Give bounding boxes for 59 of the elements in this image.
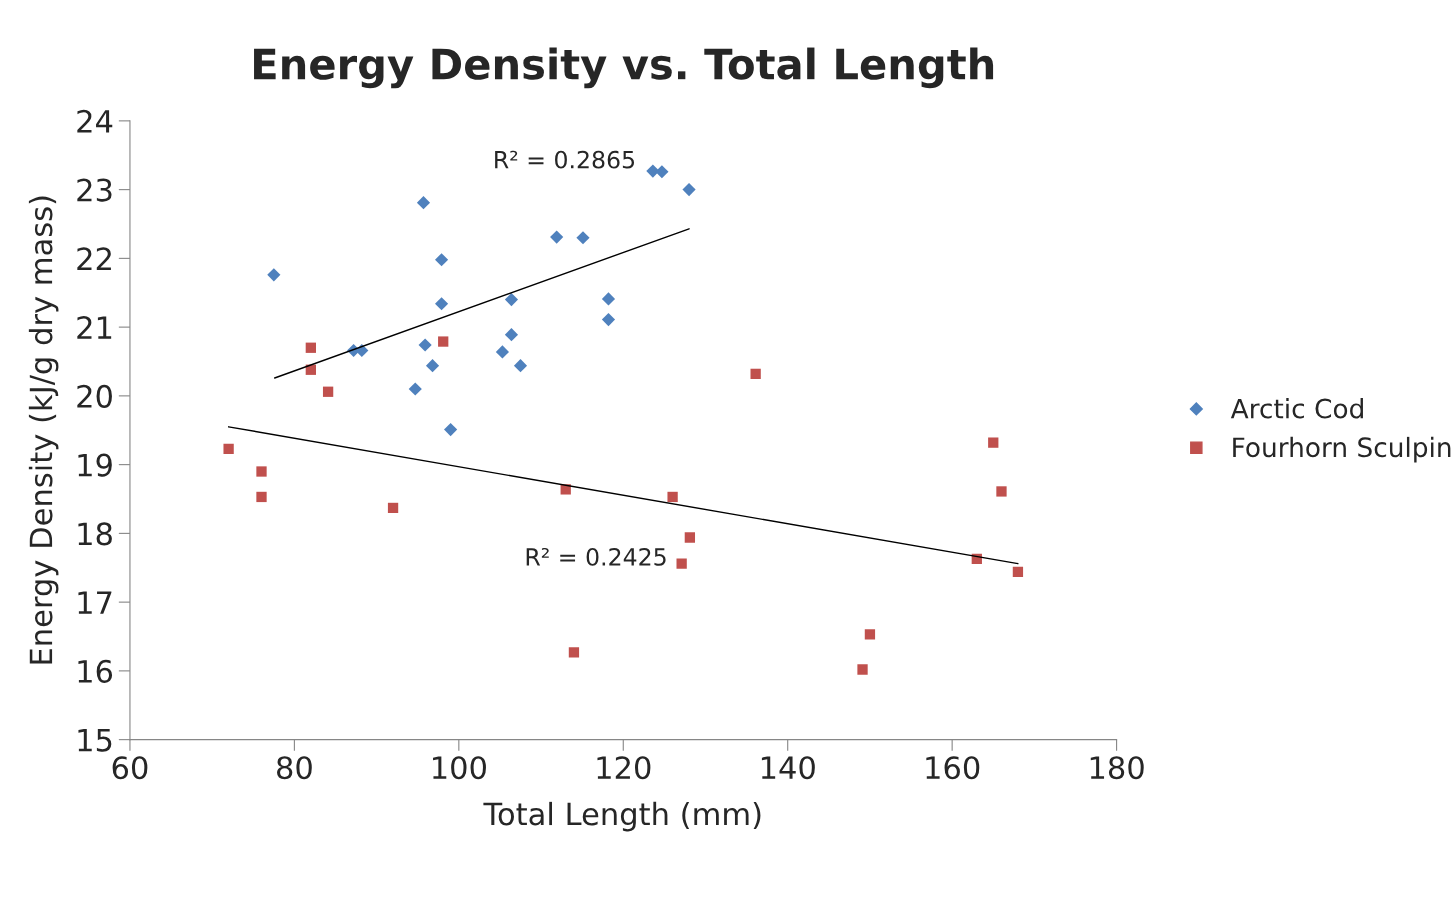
x-tick-label: 60 bbox=[112, 756, 148, 780]
point bbox=[601, 312, 616, 327]
point bbox=[322, 386, 334, 397]
point bbox=[513, 359, 528, 373]
point bbox=[655, 165, 669, 179]
point bbox=[504, 293, 519, 307]
point bbox=[223, 443, 234, 454]
point bbox=[857, 664, 868, 675]
point bbox=[425, 359, 440, 373]
point bbox=[988, 437, 999, 448]
point bbox=[576, 231, 590, 245]
x-tick-label: 160 bbox=[926, 756, 980, 780]
x-tick-label: 140 bbox=[761, 756, 815, 780]
legend-label: Fourhorn Sculpin bbox=[1233, 436, 1451, 463]
point bbox=[682, 183, 696, 197]
point bbox=[444, 422, 458, 437]
point bbox=[434, 297, 449, 311]
x-tick-label: 100 bbox=[433, 756, 486, 780]
point bbox=[667, 491, 678, 503]
legend-label: Arctic Cod bbox=[1230, 398, 1363, 419]
point bbox=[256, 466, 267, 477]
chart-title: Energy Density vs. Total Length bbox=[254, 47, 994, 89]
y-tick-label: 20 bbox=[77, 384, 112, 408]
point bbox=[684, 532, 696, 543]
y-tick-label: 24 bbox=[77, 109, 113, 133]
point bbox=[750, 368, 761, 380]
y-tick-label: 21 bbox=[77, 316, 112, 339]
point bbox=[387, 502, 399, 514]
point bbox=[1012, 566, 1024, 578]
annotation: R² = 0.2865 bbox=[495, 150, 635, 169]
point bbox=[267, 268, 281, 282]
y-tick-label: 17 bbox=[78, 591, 112, 614]
point bbox=[305, 342, 316, 353]
point bbox=[416, 196, 431, 210]
point bbox=[996, 486, 1007, 497]
x-tick-label: 80 bbox=[277, 756, 312, 780]
y-tick-label: 22 bbox=[77, 247, 111, 270]
point bbox=[418, 338, 432, 352]
point bbox=[568, 647, 580, 658]
point bbox=[256, 491, 267, 503]
y-axis-title: Energy Density (kJ/g dry mass) bbox=[28, 196, 59, 664]
y-tick-label: 23 bbox=[77, 178, 112, 202]
point bbox=[408, 382, 422, 396]
point bbox=[504, 328, 519, 342]
x-axis-title: Total Length (mm) bbox=[483, 801, 761, 832]
y-tick-label: 16 bbox=[78, 659, 113, 683]
annotation: R² = 0.2425 bbox=[526, 547, 666, 566]
y-tick-label: 19 bbox=[78, 453, 112, 477]
point bbox=[438, 336, 449, 347]
point bbox=[434, 253, 449, 267]
y-tick-label: 18 bbox=[78, 522, 112, 546]
y-tick-label: 15 bbox=[78, 728, 112, 752]
point bbox=[676, 558, 687, 569]
point bbox=[495, 345, 509, 359]
point bbox=[550, 230, 564, 244]
x-tick-label: 180 bbox=[1090, 756, 1144, 780]
point bbox=[601, 292, 616, 306]
point bbox=[864, 629, 876, 640]
x-tick-label: 120 bbox=[597, 756, 651, 780]
